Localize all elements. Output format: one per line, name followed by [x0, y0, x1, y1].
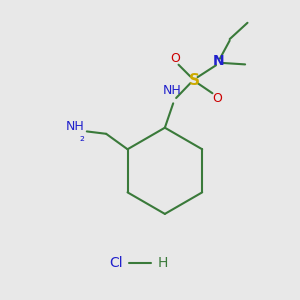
Text: O: O [212, 92, 222, 105]
Text: ₂: ₂ [80, 131, 84, 145]
Text: O: O [171, 52, 181, 65]
Text: S: S [188, 73, 200, 88]
Text: Cl: Cl [109, 256, 123, 270]
Text: H: H [157, 256, 168, 270]
Text: NH: NH [66, 120, 84, 133]
Text: NH: NH [162, 84, 181, 97]
Text: N: N [212, 54, 224, 68]
